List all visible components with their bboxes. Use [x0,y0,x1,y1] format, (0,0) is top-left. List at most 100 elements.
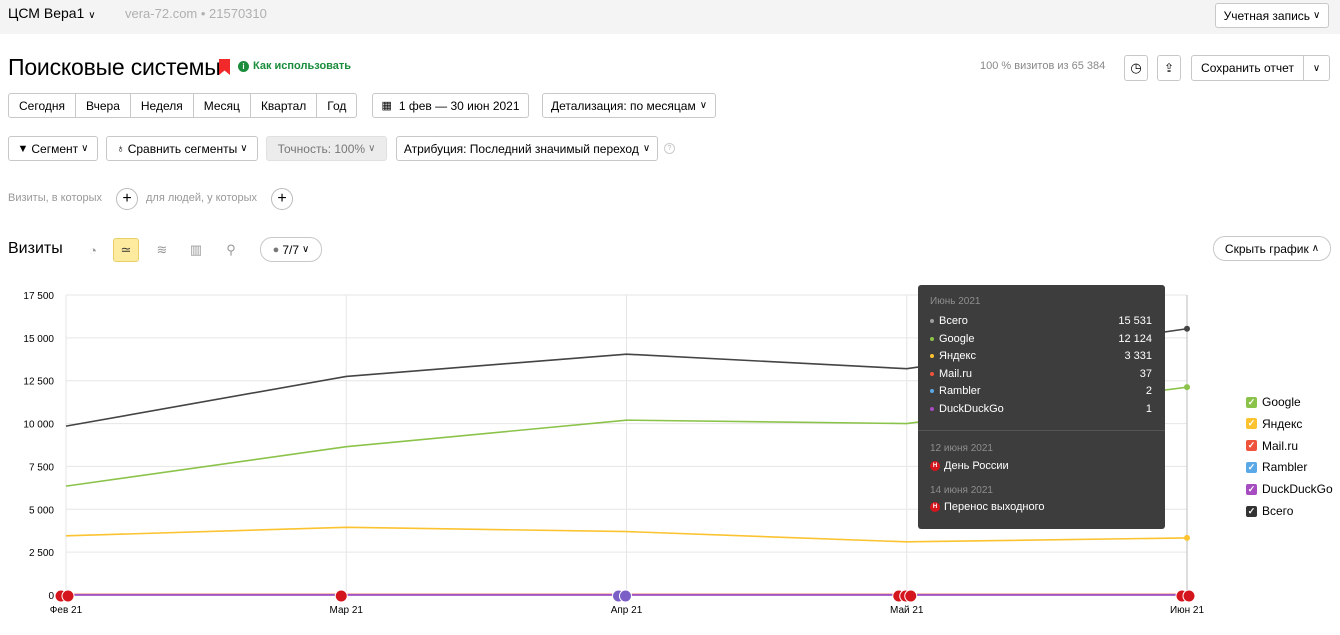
series-dot-icon [930,354,934,359]
counter-name: ЦСМ Вера1 [8,5,85,21]
y-tick-label: 7 500 [29,462,54,473]
export-button[interactable]: ⇪ [1157,55,1181,81]
line-chart-icon[interactable]: ≃ [113,238,139,262]
tooltip-row: Всего 15 531 [930,315,1152,327]
holiday-icon: H [930,502,940,512]
compare-segments-button[interactable]: ♁ Сравнить сегменты ∨ [106,136,258,161]
segment-label: Сегмент [31,141,79,156]
compare-label: Сравнить сегменты [127,141,238,156]
event-marker [1175,589,1189,603]
legend-label: Яндекс [1262,416,1303,431]
holiday-date: 14 июня 2021 [930,485,993,496]
legend-item[interactable]: ✓ DuckDuckGo [1246,482,1333,496]
legend-item[interactable]: ✓ Яндекс [1246,417,1302,431]
tooltip-series: Всего [930,315,968,327]
tooltip-series-value: 1 [1145,403,1152,415]
comment-icon: ● [272,243,280,256]
legend-item[interactable]: ✓ Mail.ru [1246,439,1298,453]
compare-icon: ♁ [116,142,125,155]
series-dot-icon [930,336,934,341]
series-count-button[interactable]: ● 7/7 ∨ [260,237,322,262]
holiday-item: H Перенос выходного [930,501,1045,513]
tooltip-series-value: 2 [1145,385,1152,398]
x-tick-label: Апр 21 [611,605,643,616]
save-options-button[interactable]: ∨ [1303,55,1330,81]
event-marker [54,589,68,603]
save-report-button[interactable]: Сохранить отчет [1191,55,1304,81]
y-tick-label: 2 500 [29,548,54,559]
bar-chart-icon[interactable]: ▥ [189,242,203,257]
event-marker [892,589,906,603]
event-marker [61,589,75,603]
detail-select[interactable]: Детализация: по месяцам ∨ [542,93,716,118]
how-to-use-link[interactable]: i Как использовать [238,60,351,72]
legend-item[interactable]: ✓ Rambler [1246,460,1307,474]
event-marker [334,589,348,603]
chevron-up-icon: ∧ [1311,243,1320,254]
attribution-label: Атрибуция: Последний значимый переход [403,141,639,156]
tooltip-series: Mail.ru [930,368,972,380]
event-marker [904,589,918,603]
add-visit-condition-button[interactable]: + [116,188,138,210]
date-range-button[interactable]: ▦ 1 фев — 30 июн 2021 [372,93,529,118]
x-tick-label: Фев 21 [50,605,83,616]
hide-chart-button[interactable]: Скрыть график ∧ [1213,236,1331,261]
account-button[interactable]: Учетная запись ∨ [1215,3,1329,28]
period-week[interactable]: Неделя [131,94,194,117]
tooltip-series: DuckDuckGo [930,403,1004,415]
visits-condition-label: Визиты, в которых [8,192,102,204]
y-tick-label: 15 000 [23,334,54,345]
legend-label: Rambler [1262,460,1308,475]
holiday-date: 12 июня 2021 [930,443,993,454]
chevron-down-icon: ∨ [699,100,708,111]
checkbox-icon: ✓ [1246,483,1257,495]
period-quarter[interactable]: Квартал [251,94,318,117]
tooltip-series-name: Яндекс [939,350,976,363]
y-tick-label: 5 000 [29,505,54,516]
save-report-label: Сохранить отчет [1201,61,1294,75]
chevron-down-icon: ∨ [88,10,96,21]
tooltip-row: Mail.ru 37 [930,368,1152,380]
help-icon[interactable]: ? [664,143,675,154]
accuracy-label: Точность: 100% [277,141,366,156]
bookmark-icon[interactable] [219,59,230,75]
checkbox-icon: ✓ [1246,396,1257,408]
accuracy-select[interactable]: Точность: 100% ∨ [266,136,387,161]
page-title: Поисковые системы [8,54,221,80]
pie-chart-icon[interactable]: ◔ [89,242,97,258]
tooltip-series-name: DuckDuckGo [939,403,1004,415]
map-icon[interactable]: ⚲ [226,242,236,257]
series-point [1184,384,1190,391]
y-tick-label: 12 500 [23,377,54,388]
add-people-condition-button[interactable]: + [271,188,293,210]
attribution-select[interactable]: Атрибуция: Последний значимый переход ∨ [396,136,658,161]
calendar-icon: ▦ [381,100,392,112]
series-dot-icon [930,319,934,323]
period-year[interactable]: Год [327,98,347,113]
tooltip-series-value: 12 124 [1118,332,1152,345]
legend-item[interactable]: ✓ Всего [1246,504,1293,518]
tooltip-series-name: Mail.ru [939,367,973,380]
period-selector: Сегодня Вчера Неделя Месяц Квартал Год [8,93,358,118]
tooltip-row: Яндекс 3 331 [930,350,1152,362]
area-chart-icon[interactable]: ≋ [156,242,168,257]
how-to-use-label: Как использовать [253,60,352,72]
series-dot-icon [930,407,934,411]
checkbox-icon: ✓ [1246,505,1257,517]
top-bar: ЦСМ Вера1 ∨ vera-72.com • 21570310 Учетн… [0,0,1340,34]
tooltip-row: Rambler 2 [930,385,1152,397]
counter-selector[interactable]: ЦСМ Вера1 ∨ [8,5,96,21]
event-marker [612,589,625,603]
period-today[interactable]: Сегодня [9,94,76,117]
period-yesterday[interactable]: Вчера [76,94,131,117]
segment-button[interactable]: ▼ Сегмент ∨ [8,136,98,161]
checkbox-icon: ✓ [1246,440,1257,452]
period-month[interactable]: Месяц [194,94,251,117]
tooltip-row: Google 12 124 [930,333,1152,345]
plus-icon: + [122,190,132,207]
tooltip-series-name: Всего [939,315,968,327]
history-button[interactable]: ◷ [1124,55,1148,81]
tooltip-series-value: 37 [1139,367,1152,380]
legend-item[interactable]: ✓ Google [1246,395,1301,409]
hide-chart-label: Скрыть график [1224,241,1309,256]
